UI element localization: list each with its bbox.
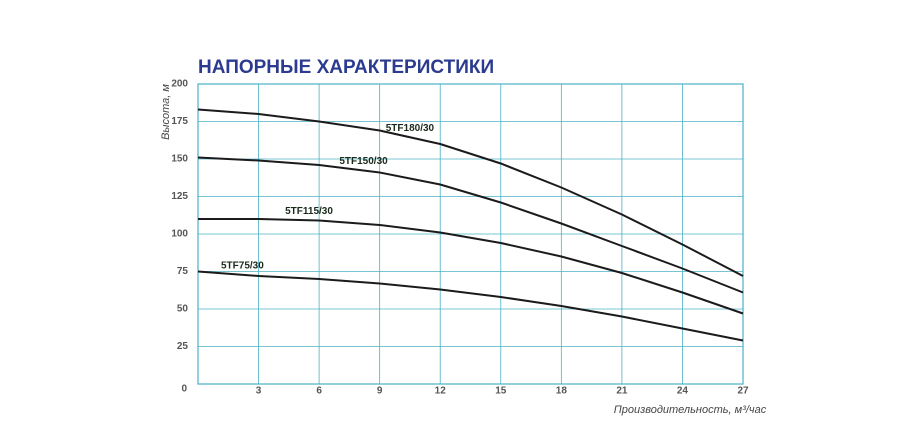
series-line: [197, 156, 744, 294]
series-label: 5TF180/30: [386, 123, 435, 134]
series-line: [198, 218, 744, 315]
series-line: [197, 270, 744, 342]
x-tick-label: 12: [435, 386, 447, 397]
x-tick-label: 15: [495, 386, 507, 397]
x-tick-label: 9: [377, 386, 383, 397]
x-tick-label: 21: [616, 386, 628, 397]
y-tick-label: 100: [171, 229, 188, 240]
y-tick-label: 50: [177, 304, 189, 315]
x-tick-label: 27: [737, 386, 749, 397]
y-tick-label: 200: [171, 79, 188, 90]
x-tick-label: 6: [316, 386, 322, 397]
x-tick-label: 18: [556, 386, 568, 397]
y-tick-label: 125: [171, 191, 188, 202]
series-label: 5TF75/30: [221, 260, 264, 271]
x-tick-label: 3: [256, 386, 262, 397]
y-tick-label: 0: [181, 384, 187, 395]
y-tick-label: 25: [177, 341, 189, 352]
series-line: [197, 108, 744, 277]
series-label: 5TF115/30: [285, 206, 333, 217]
y-tick-label: 75: [177, 266, 189, 277]
x-tick-label: 24: [677, 386, 689, 397]
x-axis-label: Производительность, м³/час: [614, 404, 767, 416]
y-tick-label: 150: [171, 154, 188, 165]
y-tick-label: 175: [171, 116, 188, 127]
y-axis-label: Высота, м: [160, 84, 172, 140]
chart-title: НАПОРНЫЕ ХАРАКТЕРИСТИКИ: [198, 57, 494, 78]
series-label: 5TF150/30: [339, 156, 388, 167]
